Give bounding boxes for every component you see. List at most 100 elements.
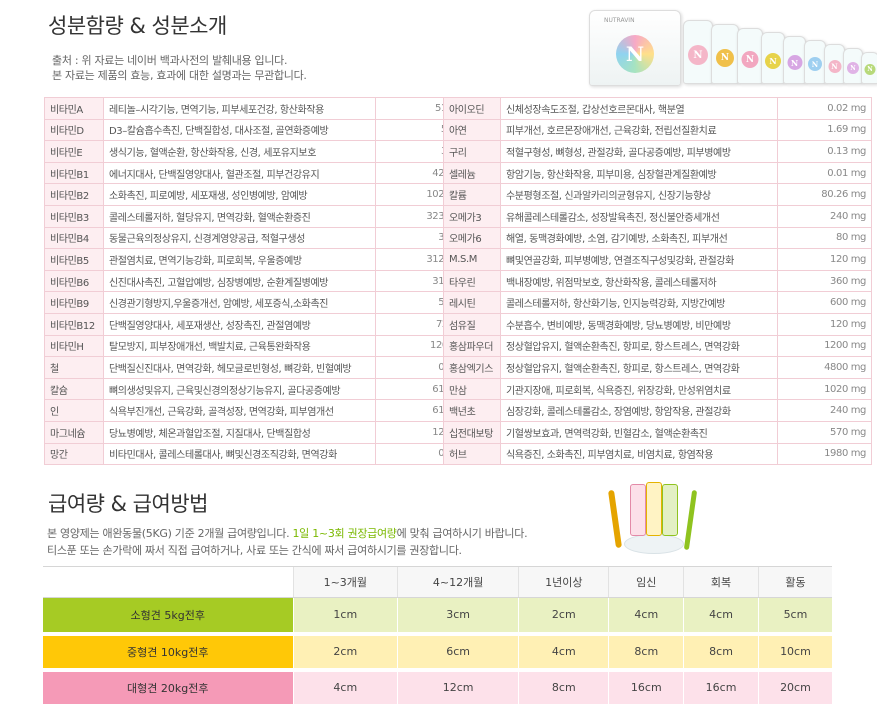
product-image: NUTRAVIN N N N N N N N N N N xyxy=(585,8,877,94)
ingredient-description: 수분흡수, 변비예방, 동맥경화예방, 당뇨병예방, 비만예방 xyxy=(500,312,778,336)
ingredient-row: 섬유질 수분흡수, 변비예방, 동맥경화예방, 당뇨병예방, 비만예방 120 mg xyxy=(443,312,872,336)
ingredient-amount: 1200 mg xyxy=(777,334,872,358)
ingredient-name: 비타민B5 xyxy=(44,248,104,271)
ingredient-description: 기혈쌍보효과, 면역력강화, 빈혈감소, 혈액순환촉진 xyxy=(500,420,778,444)
dosage-value: 4cm xyxy=(292,669,398,708)
ingredient-description: 콜레스테롤저하, 항산화기능, 인지능력강화, 지방간예방 xyxy=(500,291,778,314)
ingredient-amount: 80 mg xyxy=(777,226,872,250)
ingredient-name: M.S.M xyxy=(443,248,501,271)
dosage-header: 임신 xyxy=(608,566,684,598)
ingredient-description: 당뇨병예방, 체온과혈압조절, 지질대사, 단백질합성 xyxy=(103,420,376,444)
product-logo: N xyxy=(616,35,654,73)
ingredient-name: 셀레늄 xyxy=(443,161,501,185)
ingredient-name: 비타민B3 xyxy=(44,204,104,228)
ingredient-name: 비타민B6 xyxy=(44,269,104,293)
ingredient-description: 동물근육의정상유지, 신경계영양공급, 적혈구생성 xyxy=(103,226,376,250)
ingredient-description: 유해콜레스테롤감소, 성장발육촉진, 정신불안증세개선 xyxy=(500,204,778,228)
ingredient-description: 생식기능, 혈액순환, 항산화작용, 신경, 세포유지보호 xyxy=(103,140,376,163)
dosage-header: 1~3개월 xyxy=(292,566,398,598)
ingredient-description: 관절염치료, 면역기능강화, 피로회복, 우울증예방 xyxy=(103,248,376,271)
ingredient-amount: 120 mg xyxy=(777,248,872,271)
ingredient-name: 아이오딘 xyxy=(443,97,501,120)
dog-size-label: 대형견 20kg전후 xyxy=(43,669,293,708)
dosage-value: 4cm xyxy=(608,597,684,636)
ingredient-name: 허브 xyxy=(443,442,501,466)
ingredient-amount: 80.26 mg xyxy=(777,183,872,206)
brand-label: NUTRAVIN xyxy=(604,17,635,24)
ingredient-description: 콜레스테롤저하, 혈당유지, 면역강화, 혈액순환증진 xyxy=(103,204,376,228)
ingredient-description: 식욕부진개선, 근육강화, 골격성장, 면역강화, 피부염개선 xyxy=(103,399,376,422)
ingredient-name: 마그네슘 xyxy=(44,420,104,444)
dosage-value: 2cm xyxy=(518,597,609,636)
ingredient-description: 비타민대사, 콜레스테롤대사, 뼈및신경조직강화, 면역강화 xyxy=(103,442,376,466)
ingredient-row: 홍삼파우더 정상혈압유지, 혈액순환촉진, 항피로, 항스트레스, 면역강화 120… xyxy=(443,334,872,358)
dosage-header: 활동 xyxy=(757,566,832,598)
dosage-value: 20cm xyxy=(757,669,832,708)
dosage-note: 본 영양제는 애완동물(5KG) 기준 2개월 급여량입니다. 1일 1~3회 … xyxy=(47,527,528,540)
dosage-value: 6cm xyxy=(397,633,519,672)
dosage-value: 10cm xyxy=(757,633,832,672)
ingredient-name: 비타민B12 xyxy=(44,312,104,336)
ingredient-amount: 360 mg xyxy=(777,269,872,293)
ingredient-amount: 1020 mg xyxy=(777,377,872,401)
ingredient-name: 오메가3 xyxy=(443,204,501,228)
ingredient-name: 아연 xyxy=(443,118,501,142)
ingredient-amount: 4800 mg xyxy=(777,356,872,379)
ingredient-row: 오메가3 유해콜레스테롤감소, 성장발육촉진, 정신불안증세개선 240 mg xyxy=(443,204,872,228)
ingredient-name: 철 xyxy=(44,356,104,379)
dosage-value: 12cm xyxy=(397,669,519,708)
ingredient-row: 만삼 기관지장애, 피로회복, 식욕증진, 위장강화, 만성위염치료 1020 mg xyxy=(443,377,872,401)
dosage-row: 대형견 20kg전후 4cm 12cm 8cm 16cm 16cm 20cm xyxy=(43,669,832,708)
dosage-header: 4~12개월 xyxy=(397,566,519,598)
dosage-table: 1~3개월 4~12개월 1년이상 임신 회복 활동 소형견 5kg전후 1cm 3cm 2cm… xyxy=(43,566,832,708)
ingredient-amount: 0.13 mg xyxy=(777,140,872,163)
ingredient-description: 소화촉진, 피로예방, 세포재생, 성인병예방, 암예방 xyxy=(103,183,376,206)
ingredient-name: 비타민E xyxy=(44,140,104,163)
ingredient-name: 만삼 xyxy=(443,377,501,401)
ingredient-row: 아이오딘 신체성장속도조절, 갑상선호르몬대사, 핵분열 0.02 mg xyxy=(443,97,872,120)
ingredient-amount: 240 mg xyxy=(777,399,872,422)
dog-size-label: 중형견 10kg전후 xyxy=(43,633,293,672)
dosage-header: 1년이상 xyxy=(518,566,609,598)
feeding-product-image xyxy=(607,478,698,558)
source-note: 출처 : 위 자료는 네이버 백과사전의 발췌내용 입니다. xyxy=(52,54,288,67)
ingredient-name: 비타민A xyxy=(44,97,104,120)
ingredient-name: 비타민B2 xyxy=(44,183,104,206)
ingredient-description: 뼈의생성및유지, 근육및신경의정상기능유지, 골다공증예방 xyxy=(103,377,376,401)
dosage-value: 2cm xyxy=(292,633,398,672)
ingredient-name: 구리 xyxy=(443,140,501,163)
ingredient-description: 해열, 동맥경화예방, 소염, 감기예방, 소화촉진, 피부개선 xyxy=(500,226,778,250)
dog-size-label: 소형견 5kg전후 xyxy=(43,597,293,636)
ingredient-row: 레시틴 콜레스테롤저하, 항산화기능, 인지능력강화, 지방간예방 600 mg xyxy=(443,291,872,314)
feeding-method-note: 티스푼 또는 손가락에 짜서 직접 급여하거나, 사료 또는 간식에 짜서 급여… xyxy=(47,544,462,557)
ingredient-row: 구리 적혈구형성, 뼈형성, 관절강화, 골다공증예방, 피부병예방 0.13 mg xyxy=(443,140,872,163)
dosage-value: 8cm xyxy=(683,633,759,672)
ingredient-description: 신경관기형방지,우울증개선, 암예방, 세포증식,소화촉진 xyxy=(103,291,376,314)
ingredient-name: 망간 xyxy=(44,442,104,466)
ingredient-amount: 0.01 mg xyxy=(777,161,872,185)
ingredient-name: 홍삼엑기스 xyxy=(443,356,501,379)
ingredient-description: 항암기능, 항산화작용, 피부미용, 심장혈관계질환예방 xyxy=(500,161,778,185)
ingredient-name: 비타민B1 xyxy=(44,161,104,185)
ingredient-amount: 1.69 mg xyxy=(777,118,872,142)
section-title-ingredients: 성분함량 & 성분소개 xyxy=(48,14,227,38)
ingredient-row: 아연 피부개선, 호르몬장애개선, 근육강화, 전립선질환치료 1.69 mg xyxy=(443,118,872,142)
ingredient-amount: 0.02 mg xyxy=(777,97,872,120)
dosage-value: 8cm xyxy=(518,669,609,708)
disclaimer-note: 본 자료는 제품의 효능, 효과에 대한 설명과는 무관합니다. xyxy=(52,69,307,82)
dosage-header: 회복 xyxy=(683,566,759,598)
ingredient-description: 정상혈압유지, 혈액순환촉진, 항피로, 항스트레스, 면역강화 xyxy=(500,356,778,379)
ingredient-row: 셀레늄 항암기능, 항산화작용, 피부미용, 심장혈관계질환예방 0.01 mg xyxy=(443,161,872,185)
ingredient-name: 칼슘 xyxy=(44,377,104,401)
